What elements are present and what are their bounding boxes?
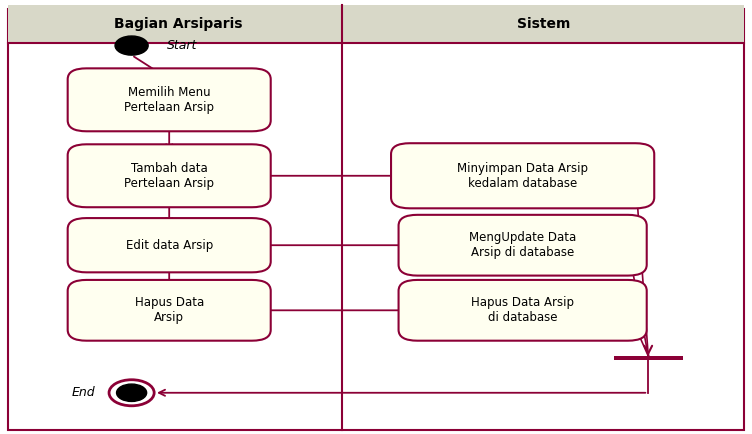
Text: Minyimpan Data Arsip
kedalam database: Minyimpan Data Arsip kedalam database (457, 162, 588, 190)
FancyBboxPatch shape (614, 356, 683, 360)
FancyBboxPatch shape (68, 218, 271, 273)
Text: MengUpdate Data
Arsip di database: MengUpdate Data Arsip di database (469, 231, 576, 259)
FancyBboxPatch shape (68, 144, 271, 207)
FancyBboxPatch shape (399, 215, 647, 276)
FancyBboxPatch shape (8, 5, 744, 43)
FancyBboxPatch shape (399, 280, 647, 341)
Text: End: End (72, 386, 96, 399)
Text: Memilih Menu
Pertelaan Arsip: Memilih Menu Pertelaan Arsip (124, 86, 214, 114)
Text: Hapus Data Arsip
di database: Hapus Data Arsip di database (472, 296, 574, 324)
Text: Hapus Data
Arsip: Hapus Data Arsip (135, 296, 204, 324)
FancyBboxPatch shape (68, 280, 271, 341)
FancyBboxPatch shape (391, 143, 654, 208)
Circle shape (117, 384, 147, 401)
Text: Tambah data
Pertelaan Arsip: Tambah data Pertelaan Arsip (124, 162, 214, 190)
FancyBboxPatch shape (8, 9, 744, 430)
FancyBboxPatch shape (68, 68, 271, 131)
Text: Bagian Arsiparis: Bagian Arsiparis (114, 17, 243, 31)
Text: Sistem: Sistem (517, 17, 570, 31)
Text: Start: Start (167, 39, 197, 52)
Text: Edit data Arsip: Edit data Arsip (126, 239, 213, 252)
Circle shape (115, 36, 148, 55)
